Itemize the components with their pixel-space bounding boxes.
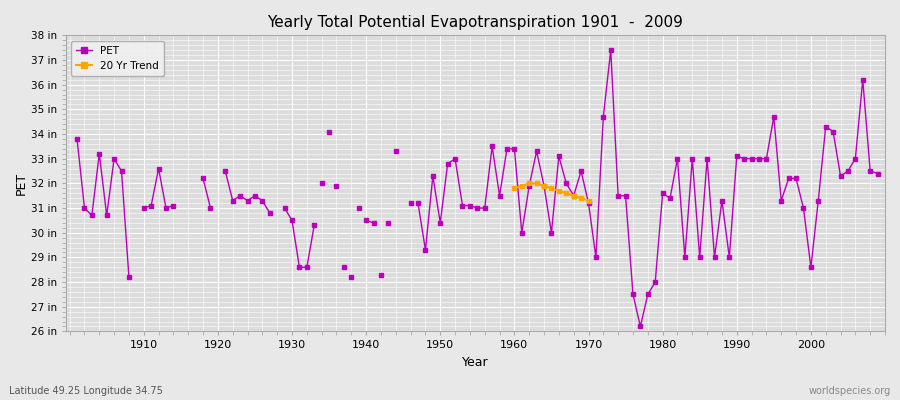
Y-axis label: PET: PET (15, 172, 28, 195)
Text: Latitude 49.25 Longitude 34.75: Latitude 49.25 Longitude 34.75 (9, 386, 163, 396)
Title: Yearly Total Potential Evapotranspiration 1901  -  2009: Yearly Total Potential Evapotranspiratio… (267, 15, 683, 30)
Legend: PET, 20 Yr Trend: PET, 20 Yr Trend (71, 40, 165, 76)
X-axis label: Year: Year (463, 356, 489, 369)
Text: worldspecies.org: worldspecies.org (809, 386, 891, 396)
